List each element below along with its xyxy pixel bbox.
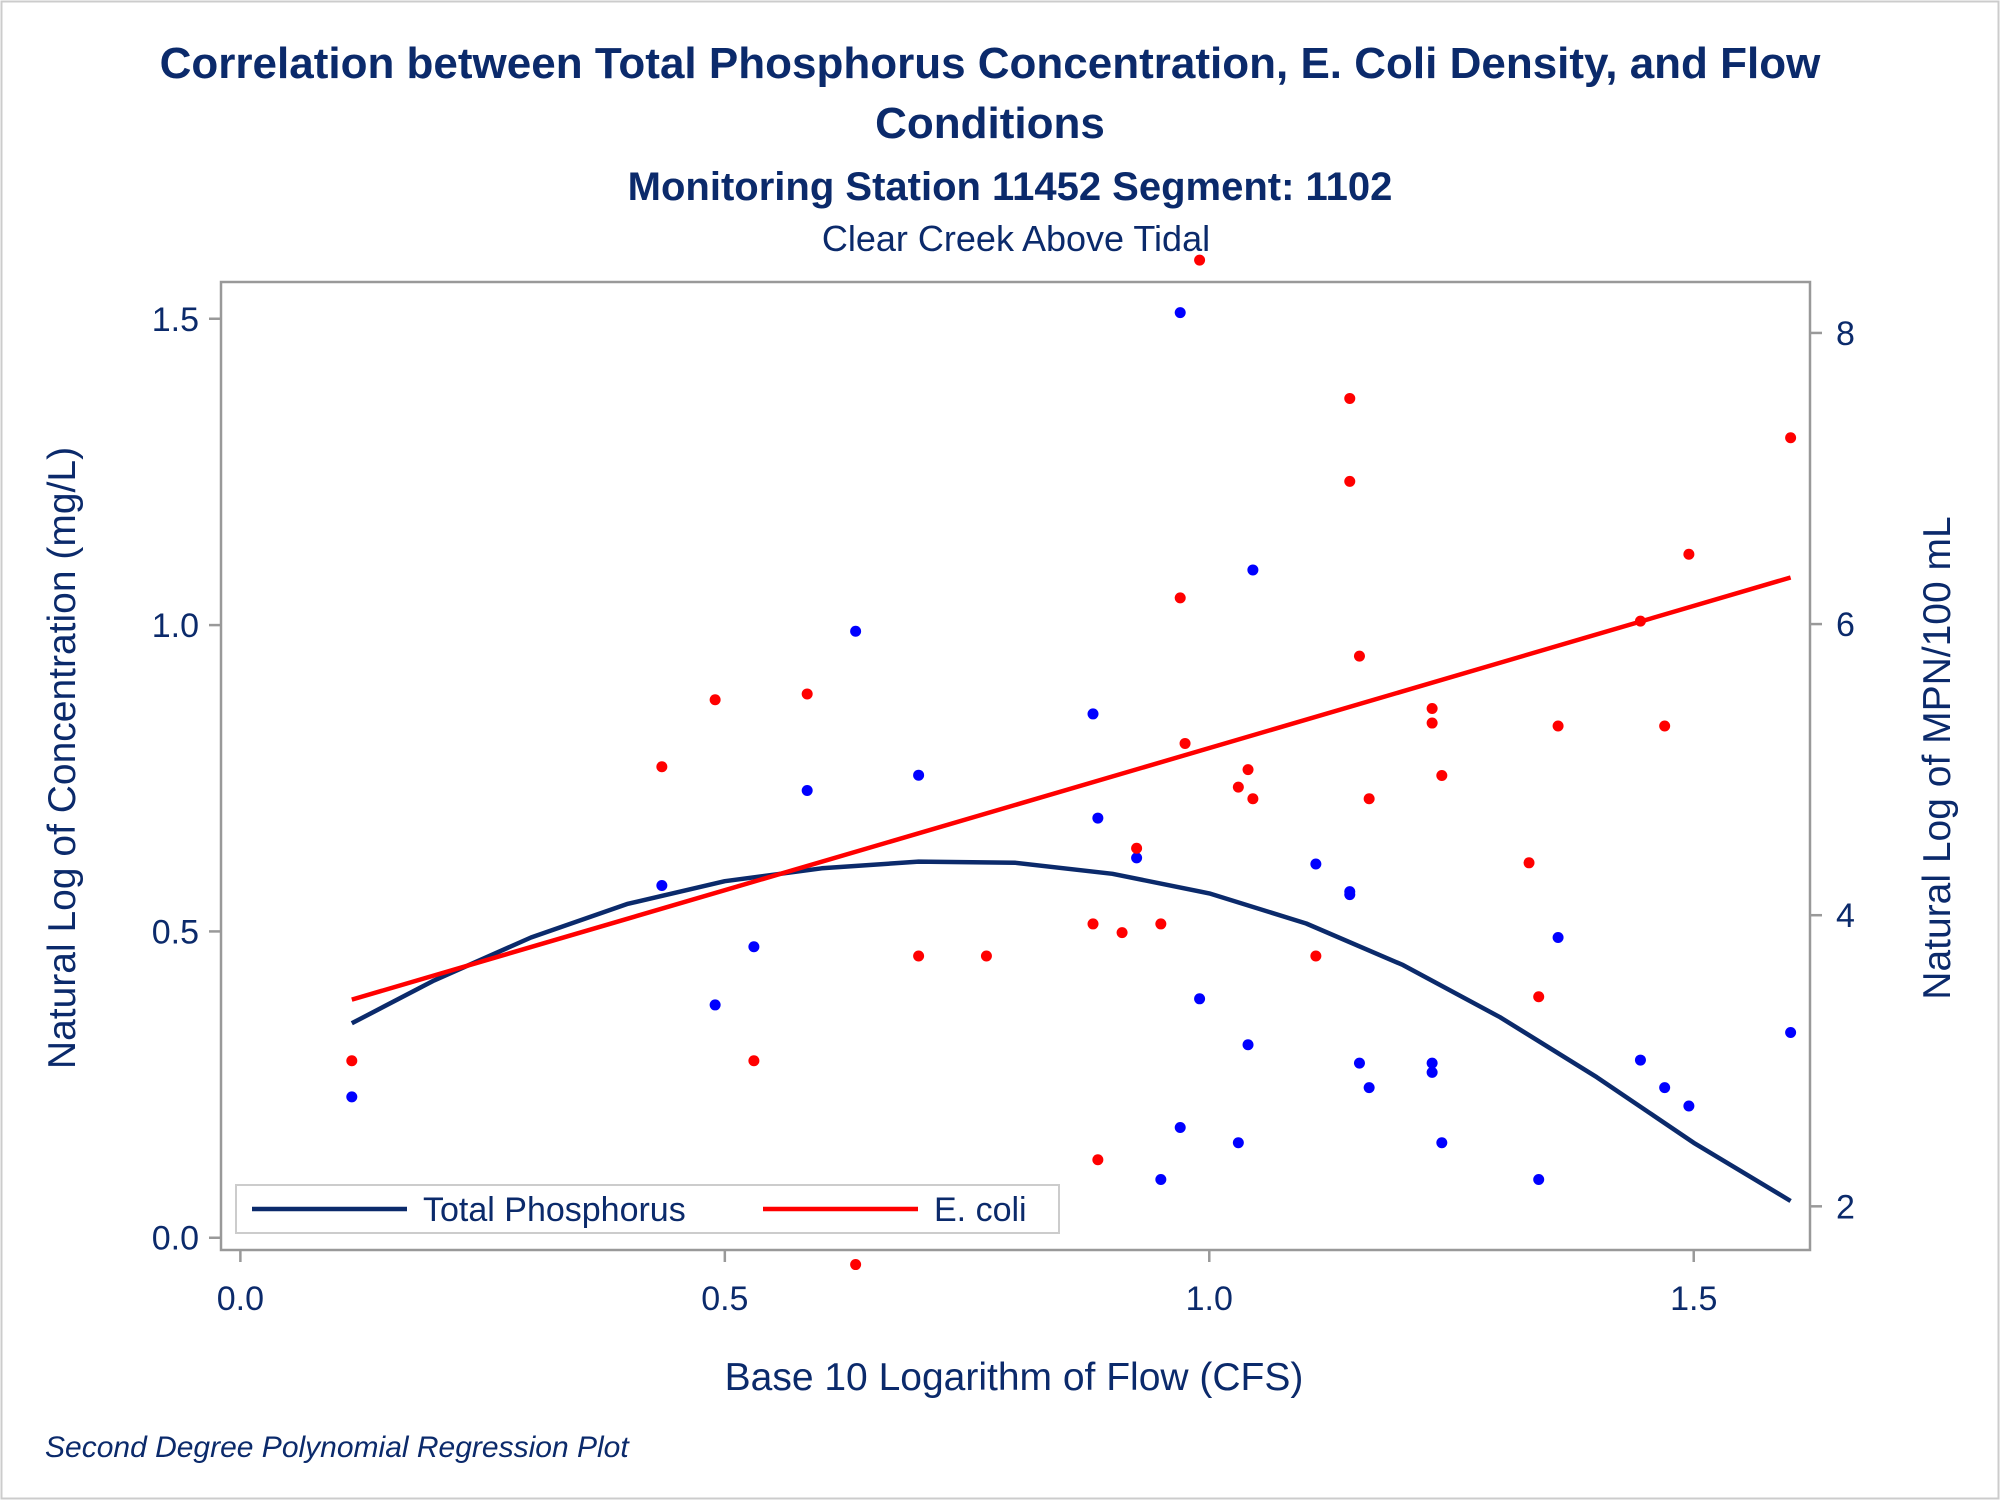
- ecoli-point: [1533, 991, 1545, 1003]
- phosphorus-point: [801, 785, 813, 797]
- ecoli-point: [1353, 650, 1365, 662]
- footnote: Second Degree Polynomial Regression Plot: [45, 1431, 630, 1464]
- phosphorus-point: [1194, 993, 1206, 1005]
- phosphorus-point: [1785, 1027, 1797, 1039]
- ecoli-point: [709, 694, 721, 706]
- ecoli-point: [1785, 432, 1797, 444]
- y2-axis-label: Natural Log of MPN/100 mL: [1916, 516, 1959, 999]
- phosphorus-point: [1092, 812, 1104, 824]
- ecoli-point: [748, 1055, 760, 1067]
- ecoli-point: [1232, 781, 1244, 793]
- legend-ecoli-label: E. coli: [934, 1191, 1027, 1229]
- ecoli-point: [1179, 737, 1191, 749]
- phosphorus-point: [1552, 932, 1564, 944]
- x-axis-label: Base 10 Logarithm of Flow (CFS): [725, 1356, 1304, 1399]
- ecoli-point: [656, 761, 668, 773]
- phosphorus-point: [1426, 1057, 1438, 1069]
- phosphorus-point: [1155, 1174, 1167, 1186]
- ecoli-point: [1552, 720, 1564, 732]
- phosphorus-point: [1659, 1082, 1671, 1094]
- ecoli-point: [801, 688, 813, 700]
- ecoli-point: [1247, 793, 1259, 805]
- y-tick-label: 0.0: [152, 1220, 199, 1258]
- phosphorus-point: [1436, 1137, 1448, 1149]
- ecoli-point: [1659, 720, 1671, 732]
- y-tick-label: 1.0: [152, 607, 199, 645]
- legend: Total Phosphorus E. coli: [235, 1184, 1060, 1234]
- ecoli-point: [1344, 392, 1356, 404]
- plot-frame: [219, 280, 1812, 1252]
- ecoli-point: [913, 950, 925, 962]
- ecoli-point: [850, 1259, 862, 1271]
- ecoli-point: [1363, 793, 1375, 805]
- phosphorus-point: [1131, 852, 1143, 864]
- ecoli-point: [1523, 857, 1535, 869]
- phosphorus-point: [1363, 1082, 1375, 1094]
- ecoli-point: [1116, 927, 1128, 939]
- chart-title-line2: Conditions: [875, 99, 1105, 148]
- ecoli-point: [1310, 950, 1322, 962]
- y2-tick-label: 2: [1836, 1188, 1855, 1226]
- phosphorus-point: [1310, 858, 1322, 870]
- y2-tick-label: 6: [1836, 606, 1855, 644]
- chart-title: Correlation between Total Phosphorus Con…: [160, 39, 1821, 88]
- ecoli-point: [1087, 918, 1099, 930]
- y-tick-label: 0.5: [152, 913, 199, 951]
- ecoli-fit-line: [351, 575, 1792, 1002]
- x-tick-label: 0.0: [217, 1280, 264, 1318]
- ecoli-point: [1155, 918, 1167, 930]
- x-tick-label: 1.5: [1670, 1280, 1717, 1318]
- y2-tick-label: 4: [1836, 897, 1855, 935]
- phosphorus-point: [1232, 1137, 1244, 1149]
- legend-phosphorus-label: Total Phosphorus: [423, 1191, 686, 1229]
- phosphorus-point: [656, 879, 668, 891]
- x-tick-label: 0.5: [701, 1280, 748, 1318]
- phosphorus-point: [850, 625, 862, 637]
- chart-subtitle: Monitoring Station 11452 Segment: 1102: [628, 165, 1393, 209]
- phosphorus-point: [913, 769, 925, 781]
- phosphorus-point: [1174, 307, 1186, 319]
- ecoli-point: [1344, 475, 1356, 487]
- ecoli-point: [1426, 703, 1438, 715]
- ecoli-point: [1242, 764, 1254, 776]
- plot-area: 0.0 0.5 1.0 1.5 0.0 0.5 1.0 1.5 2 4 6 8 Total Phosph…: [152, 254, 1855, 1318]
- y2-tick-label: 8: [1836, 315, 1855, 353]
- phosphorus-point: [1344, 889, 1356, 901]
- phosphorus-point: [748, 941, 760, 953]
- ecoli-point: [980, 950, 992, 962]
- x-tick-label: 1.0: [1186, 1280, 1233, 1318]
- ecoli-point: [1436, 769, 1448, 781]
- ecoli-point: [1194, 254, 1206, 266]
- ecoli-point: [1092, 1154, 1104, 1166]
- phosphorus-point: [1426, 1066, 1438, 1078]
- phosphorus-point: [1683, 1100, 1695, 1112]
- y-tick-label: 1.5: [152, 301, 199, 339]
- phosphorus-point: [709, 999, 721, 1011]
- ecoli-point: [1131, 842, 1143, 854]
- phosphorus-point: [346, 1091, 358, 1103]
- phosphorus-point: [1087, 708, 1099, 720]
- phosphorus-point: [1247, 564, 1259, 576]
- phosphorus-point: [1533, 1174, 1545, 1186]
- y-axis-label: Natural Log of Concentration (mg/L): [41, 447, 84, 1069]
- phosphorus-point: [1174, 1121, 1186, 1133]
- phosphorus-point: [1242, 1039, 1254, 1051]
- chart-subtitle2: Clear Creek Above Tidal: [822, 218, 1210, 259]
- phosphorus-point: [1634, 1054, 1646, 1066]
- ecoli-point: [1174, 592, 1186, 604]
- ecoli-point: [1426, 717, 1438, 729]
- phosphorus-fit-line: [350, 859, 1792, 1203]
- ecoli-point: [1683, 548, 1695, 560]
- ecoli-point: [346, 1055, 358, 1067]
- phosphorus-point: [1353, 1057, 1365, 1069]
